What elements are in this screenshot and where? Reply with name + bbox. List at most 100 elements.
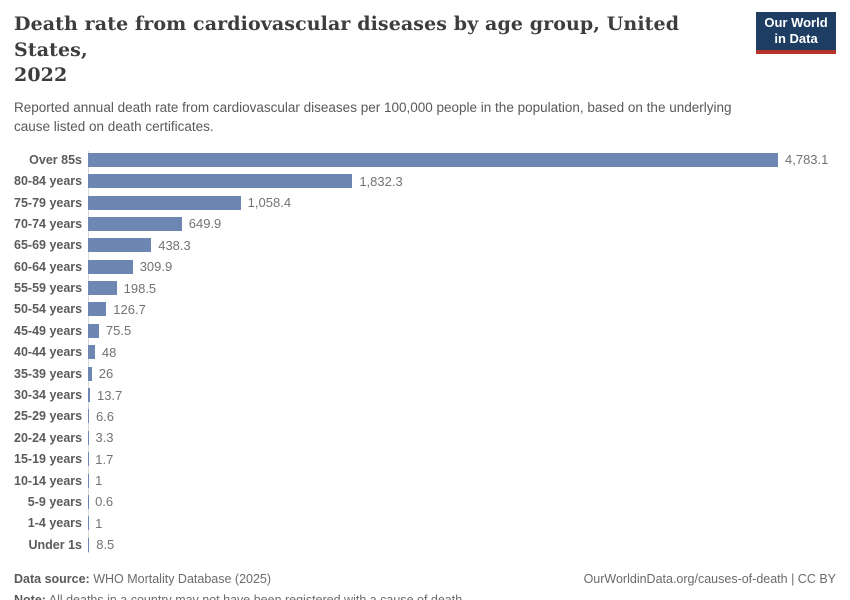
bar[interactable]: [88, 388, 90, 403]
bar-row[interactable]: 30-34 years 13.7: [14, 384, 836, 405]
note-label: Note:: [14, 593, 46, 600]
credit-link[interactable]: OurWorldinData.org/causes-of-death | CC …: [583, 572, 836, 587]
bar[interactable]: [88, 345, 95, 360]
bar-row[interactable]: 70-74 years 649.9: [14, 213, 836, 234]
bar-plot-area: 4,783.1: [88, 152, 836, 168]
bar-row[interactable]: Over 85s 4,783.1: [14, 149, 836, 170]
bar-row[interactable]: 65-69 years 438.3: [14, 235, 836, 256]
category-label: 20-24 years: [14, 430, 83, 445]
value-label: 26: [98, 366, 114, 382]
category-label: 80-84 years: [14, 174, 83, 189]
category-label: Over 85s: [29, 152, 82, 167]
value-label: 1: [95, 473, 103, 489]
chart-header: Death rate from cardiovascular diseases …: [14, 12, 836, 137]
bar-row[interactable]: 45-49 years 75.5: [14, 320, 836, 341]
category-label: 30-34 years: [14, 388, 83, 403]
bar-plot-area: 6.6: [88, 408, 836, 424]
data-source-text: WHO Mortality Database (2025): [89, 572, 272, 587]
category-label: 75-79 years: [14, 195, 83, 210]
data-source-label: Data source:: [14, 572, 90, 587]
bar-plot-area: 0.6: [88, 494, 836, 509]
bar-row[interactable]: 80-84 years 1,832.3: [14, 170, 836, 191]
value-label: 4,783.1: [785, 152, 829, 168]
bar-row[interactable]: 35-39 years 26: [14, 363, 836, 384]
category-label: 40-44 years: [14, 345, 83, 360]
page-subtitle: Reported annual death rate from cardiova…: [14, 99, 732, 135]
bar-plot-area: 3.3: [88, 430, 836, 446]
bar-row[interactable]: 1-4 years 1: [14, 513, 836, 534]
category-label: 45-49 years: [14, 323, 83, 338]
value-label: 309.9: [139, 259, 173, 275]
category-label: 15-19 years: [14, 452, 83, 467]
footer-note: Note: All deaths in a country may not ha…: [14, 593, 836, 600]
bar[interactable]: [88, 152, 778, 167]
value-label: 48: [101, 344, 117, 360]
footer-source-row: Data source: WHO Mortality Database (202…: [14, 572, 836, 586]
value-label: 438.3: [158, 237, 191, 253]
bar-row[interactable]: 40-44 years 48: [14, 342, 836, 363]
owid-logo-line2: in Data: [774, 31, 818, 46]
bar-plot-area: 1: [88, 515, 836, 531]
value-label: 1.7: [95, 451, 114, 467]
title-block: Death rate from cardiovascular diseases …: [14, 12, 754, 137]
bar-plot-area: 48: [88, 344, 836, 360]
category-label: 10-14 years: [14, 473, 83, 488]
bar-row[interactable]: 55-59 years 198.5: [14, 277, 836, 298]
value-label: 1,832.3: [359, 173, 403, 189]
bar-plot-area: 649.9: [88, 216, 836, 232]
bar-row[interactable]: 60-64 years 309.9: [14, 256, 836, 277]
owid-logo-line1: Our World: [764, 15, 828, 30]
bar-plot-area: 1.7: [88, 451, 836, 467]
bar-plot-area: 1,832.3: [88, 173, 836, 189]
value-label: 6.6: [95, 408, 115, 424]
category-label: 70-74 years: [14, 216, 83, 231]
bar[interactable]: [88, 537, 90, 552]
data-source: Data source: WHO Mortality Database (202…: [14, 572, 271, 586]
bar[interactable]: [88, 366, 92, 381]
bar[interactable]: [88, 323, 99, 338]
value-label: 126.7: [113, 301, 146, 317]
category-label: 35-39 years: [14, 366, 83, 381]
bar[interactable]: [88, 216, 182, 231]
bar-row[interactable]: Under 1s 8.5: [14, 534, 836, 555]
bar-plot-area: 1: [88, 473, 836, 489]
bar-plot-area: 75.5: [88, 323, 836, 339]
chart-footer: Data source: WHO Mortality Database (202…: [14, 572, 836, 600]
bar-plot-area: 438.3: [88, 237, 836, 253]
bar-row[interactable]: 10-14 years 1: [14, 470, 836, 491]
bar[interactable]: [88, 302, 107, 317]
bar-chart: Over 85s 4,783.1 80-84 years 1,832.3 75-79 y…: [14, 149, 836, 555]
category-label: Under 1s: [28, 537, 83, 552]
bar-plot-area: 8.5: [88, 537, 836, 552]
value-label: 3.3: [95, 430, 114, 446]
category-label: 50-54 years: [14, 302, 83, 317]
value-label: 649.9: [188, 216, 222, 232]
note-text: All deaths in a country may not have bee…: [46, 593, 466, 600]
value-label: 1,058.4: [247, 195, 292, 211]
bar-row[interactable]: 50-54 years 126.7: [14, 299, 836, 320]
category-label: 65-69 years: [14, 238, 83, 253]
bar[interactable]: [88, 174, 353, 189]
bar-row[interactable]: 75-79 years 1,058.4: [14, 192, 836, 213]
bar[interactable]: [88, 281, 117, 296]
bar[interactable]: [88, 238, 152, 253]
value-label: 75.5: [105, 323, 132, 339]
category-label: 55-59 years: [14, 281, 83, 296]
category-label: 25-29 years: [14, 409, 83, 424]
bar-plot-area: 26: [88, 366, 836, 382]
page-title-line1: Death rate from cardiovascular diseases …: [14, 13, 680, 61]
bar[interactable]: [88, 409, 89, 424]
page-title: Death rate from cardiovascular diseases …: [14, 12, 754, 89]
bar-row[interactable]: 20-24 years 3.3: [14, 427, 836, 448]
value-label: 1: [95, 515, 103, 531]
value-label: 198.5: [123, 280, 157, 296]
bar[interactable]: [88, 259, 133, 274]
bar-plot-area: 198.5: [88, 280, 836, 296]
bar[interactable]: [88, 195, 241, 210]
category-label: 60-64 years: [14, 259, 83, 274]
category-label: 1-4 years: [27, 516, 82, 531]
bar-row[interactable]: 5-9 years 0.6: [14, 491, 836, 512]
bar-row[interactable]: 15-19 years 1.7: [14, 449, 836, 470]
bar-row[interactable]: 25-29 years 6.6: [14, 406, 836, 427]
